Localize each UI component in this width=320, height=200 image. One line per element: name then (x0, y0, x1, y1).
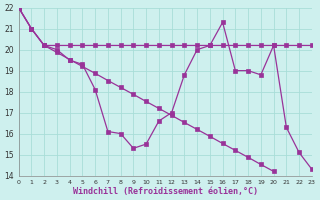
X-axis label: Windchill (Refroidissement éolien,°C): Windchill (Refroidissement éolien,°C) (73, 187, 258, 196)
